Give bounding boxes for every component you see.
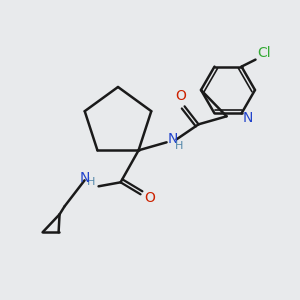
Text: N: N <box>167 132 178 146</box>
Text: H: H <box>86 177 95 187</box>
Text: N: N <box>242 111 253 125</box>
Text: O: O <box>144 191 155 205</box>
Text: H: H <box>174 141 183 151</box>
Text: N: N <box>80 171 90 185</box>
Text: Cl: Cl <box>258 46 271 60</box>
Text: O: O <box>175 89 186 103</box>
